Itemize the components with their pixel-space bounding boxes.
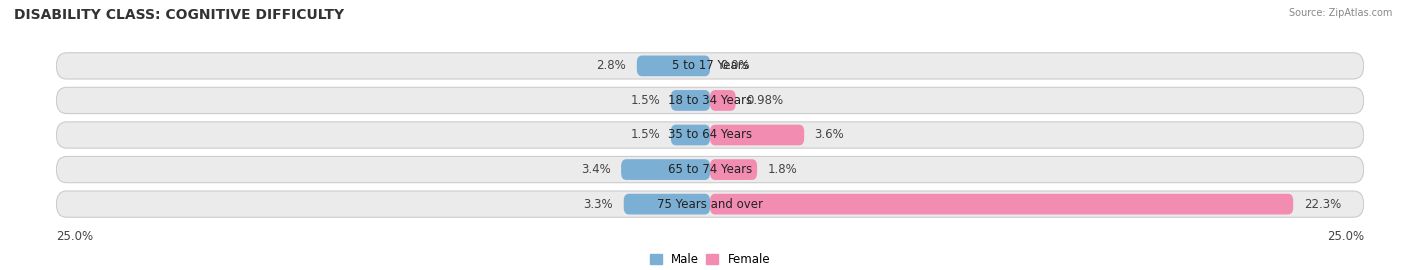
Text: Source: ZipAtlas.com: Source: ZipAtlas.com — [1288, 8, 1392, 18]
FancyBboxPatch shape — [710, 159, 756, 180]
Text: 5 to 17 Years: 5 to 17 Years — [672, 59, 748, 72]
Text: 3.6%: 3.6% — [814, 129, 845, 141]
FancyBboxPatch shape — [56, 191, 1364, 217]
Text: 1.8%: 1.8% — [768, 163, 797, 176]
Legend: Male, Female: Male, Female — [645, 248, 775, 270]
Text: 1.5%: 1.5% — [631, 129, 661, 141]
Text: 2.8%: 2.8% — [596, 59, 626, 72]
Text: 25.0%: 25.0% — [1327, 230, 1364, 243]
Text: 65 to 74 Years: 65 to 74 Years — [668, 163, 752, 176]
FancyBboxPatch shape — [621, 159, 710, 180]
FancyBboxPatch shape — [671, 90, 710, 111]
Text: DISABILITY CLASS: COGNITIVE DIFFICULTY: DISABILITY CLASS: COGNITIVE DIFFICULTY — [14, 8, 344, 22]
FancyBboxPatch shape — [56, 53, 1364, 79]
Text: 18 to 34 Years: 18 to 34 Years — [668, 94, 752, 107]
FancyBboxPatch shape — [56, 122, 1364, 148]
Text: 1.5%: 1.5% — [631, 94, 661, 107]
Text: 0.98%: 0.98% — [747, 94, 783, 107]
FancyBboxPatch shape — [671, 125, 710, 145]
Text: 22.3%: 22.3% — [1303, 198, 1341, 211]
FancyBboxPatch shape — [56, 87, 1364, 114]
Text: 3.4%: 3.4% — [581, 163, 610, 176]
FancyBboxPatch shape — [710, 194, 1294, 214]
Text: 25.0%: 25.0% — [56, 230, 93, 243]
Text: 35 to 64 Years: 35 to 64 Years — [668, 129, 752, 141]
FancyBboxPatch shape — [56, 156, 1364, 183]
Text: 75 Years and over: 75 Years and over — [657, 198, 763, 211]
FancyBboxPatch shape — [710, 125, 804, 145]
FancyBboxPatch shape — [624, 194, 710, 214]
FancyBboxPatch shape — [710, 90, 735, 111]
FancyBboxPatch shape — [637, 56, 710, 76]
Text: 3.3%: 3.3% — [583, 198, 613, 211]
Text: 0.0%: 0.0% — [720, 59, 751, 72]
